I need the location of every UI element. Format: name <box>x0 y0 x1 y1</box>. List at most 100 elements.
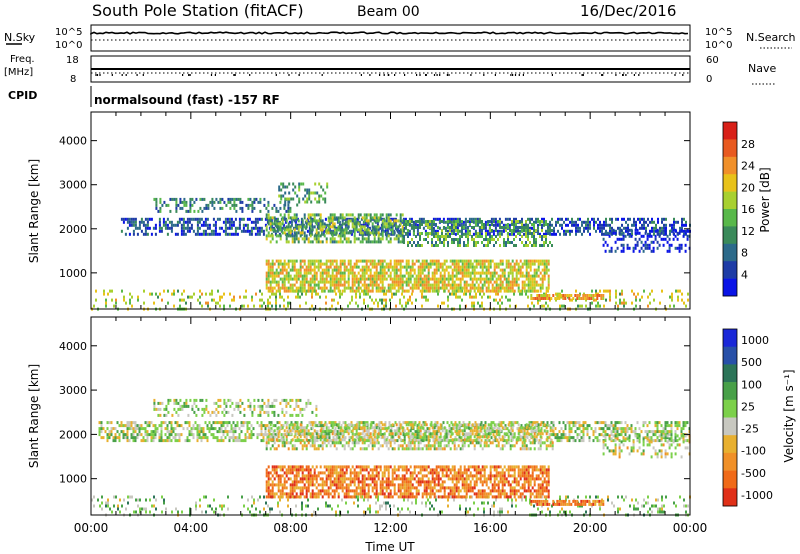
velocity-cell <box>380 421 383 425</box>
velocity-cell <box>448 430 451 434</box>
power-cell <box>295 231 298 235</box>
power-cell <box>248 232 251 236</box>
power-cell <box>128 220 131 224</box>
power-cell <box>228 217 231 221</box>
power-cell <box>533 259 536 263</box>
power-cell <box>618 231 621 235</box>
power-cell <box>457 277 460 281</box>
velocity-cell <box>266 433 269 437</box>
power-cell <box>269 219 272 223</box>
power-cell <box>399 259 402 263</box>
power-cell <box>569 298 571 302</box>
power-cell <box>505 280 508 284</box>
velocity-cell <box>212 421 215 425</box>
power-cell <box>347 304 349 308</box>
power-cell <box>527 265 530 269</box>
power-cell <box>467 271 470 275</box>
power-cell <box>177 203 180 207</box>
power-cell <box>297 268 300 272</box>
power-cell <box>158 226 161 230</box>
power-cell <box>513 262 516 266</box>
power-cell <box>351 274 354 278</box>
power-cell <box>411 268 414 272</box>
velocity-cell <box>577 504 579 508</box>
power-cell <box>310 223 313 227</box>
power-cell <box>351 286 354 290</box>
power-cell <box>533 223 535 226</box>
velocity-cell <box>234 436 237 440</box>
power-cell <box>397 231 400 235</box>
power-cell <box>299 259 302 263</box>
power-cell <box>611 226 613 230</box>
velocity-cell <box>416 430 419 434</box>
power-cell <box>530 294 533 297</box>
power-cell <box>627 232 629 236</box>
power-cell <box>296 223 299 227</box>
power-cell <box>355 301 357 305</box>
velocity-cell <box>468 436 471 440</box>
power-cell <box>377 286 380 290</box>
velocity-cell <box>563 510 565 514</box>
power-cell <box>521 229 523 232</box>
velocity-cell <box>202 433 205 437</box>
power-cell <box>183 200 186 204</box>
power-cell <box>575 220 577 224</box>
velocity-cell <box>320 427 323 431</box>
power-cell <box>183 298 185 302</box>
power-cell <box>561 226 563 230</box>
power-cell <box>301 274 304 278</box>
power-cell <box>324 226 327 230</box>
power-cell <box>419 238 421 241</box>
power-cell <box>385 234 388 238</box>
power-cell <box>413 271 416 275</box>
power-cell <box>323 234 326 238</box>
power-cell <box>322 197 325 201</box>
power-cell <box>367 259 370 263</box>
power-cell <box>473 241 475 244</box>
power-cell <box>329 225 332 229</box>
power-cell <box>521 271 524 275</box>
power-cell <box>399 271 402 275</box>
power-cell <box>214 229 217 233</box>
power-cell <box>187 209 190 213</box>
power-cell <box>525 289 528 293</box>
power-cell <box>385 213 388 217</box>
power-cell <box>309 265 312 269</box>
power-cell <box>465 304 467 308</box>
power-cell <box>190 223 193 227</box>
power-cell <box>471 235 473 238</box>
power-cell <box>294 191 297 195</box>
power-cell <box>632 246 635 250</box>
velocity-cell <box>450 430 453 434</box>
power-cell <box>386 232 389 236</box>
power-cell <box>105 301 107 305</box>
power-cell <box>547 244 549 247</box>
power-cell <box>228 232 231 236</box>
power-cell <box>333 228 336 232</box>
power-cell <box>495 229 497 232</box>
velocity-cell <box>104 430 107 434</box>
velocity-cell <box>264 430 267 434</box>
power-cell <box>357 237 360 241</box>
velocity-cell <box>442 427 445 431</box>
power-cell <box>567 229 569 233</box>
power-cell <box>166 232 169 236</box>
power-cell <box>551 223 553 227</box>
nave-drop <box>369 74 371 76</box>
velocity-cell <box>196 433 199 437</box>
power-cell <box>132 229 135 233</box>
power-cell <box>263 197 266 201</box>
velocity-cell <box>276 427 279 431</box>
power-cell <box>322 229 325 233</box>
power-cell <box>433 289 436 293</box>
power-cell <box>543 259 546 263</box>
velocity-cell <box>296 430 299 434</box>
power-cell <box>501 259 504 263</box>
velocity-cell <box>278 421 281 425</box>
power-cell <box>292 188 295 192</box>
power-cell <box>170 229 173 233</box>
power-cell <box>403 295 405 299</box>
velocity-cell <box>260 433 263 437</box>
power-cell <box>477 235 479 238</box>
power-cell <box>415 277 418 281</box>
